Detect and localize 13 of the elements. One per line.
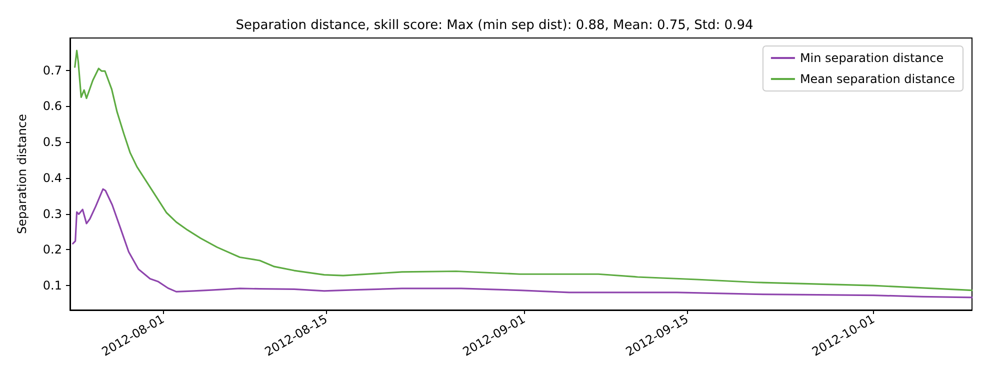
line-series (74, 50, 973, 292)
y-tick-label: 0.1 (42, 278, 62, 293)
y-tick-label: 0.3 (42, 206, 62, 221)
y-tick-label: 0.5 (42, 135, 62, 150)
legend-label: Min separation distance (800, 51, 944, 65)
y-tick-label: 0.6 (42, 99, 62, 114)
y-tick-label: 0.4 (42, 170, 62, 185)
y-tick-label: 0.2 (42, 242, 62, 257)
legend-label: Mean separation distance (800, 72, 956, 86)
y-tick-label: 0.7 (42, 63, 62, 78)
y-axis-title: Separation distance (15, 114, 29, 234)
line-series (72, 188, 973, 298)
chart-title: Separation distance, skill score: Max (min sep dist): 0.88, Mean: 0.75, Std: 0.94 (236, 18, 754, 33)
